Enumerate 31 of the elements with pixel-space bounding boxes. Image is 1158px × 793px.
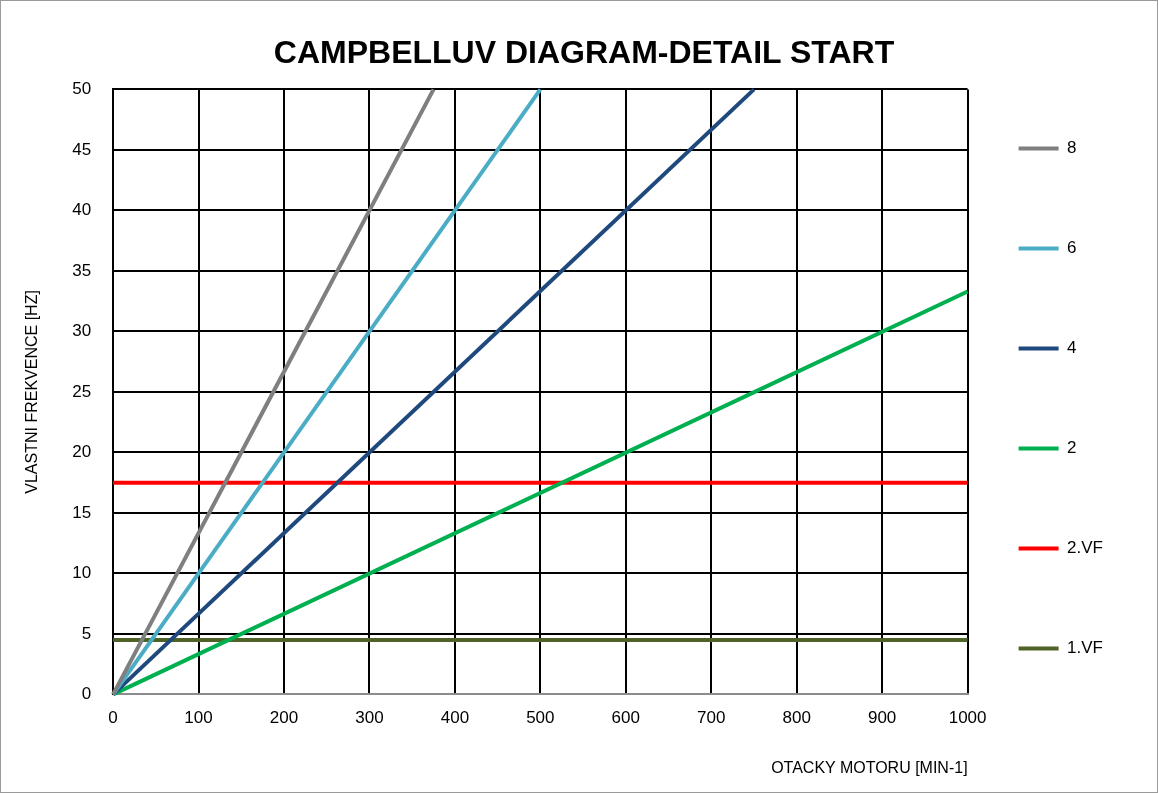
x-tick-label: 900: [867, 708, 897, 728]
legend-label: 8: [1067, 138, 1077, 158]
y-tick-label: 25: [72, 381, 92, 401]
y-tick-label: 10: [72, 563, 92, 583]
chart-title: CAMPBELLUV DIAGRAM-DETAIL START: [273, 34, 895, 71]
y-axis-title: VLASTNI FREKVENCE [HZ]: [23, 290, 41, 494]
x-tick-label: 600: [611, 708, 640, 728]
y-tick-label: 30: [72, 321, 92, 341]
x-tick-label: 100: [184, 708, 213, 728]
legend-label: 2.VF: [1067, 538, 1104, 558]
y-tick-label: 0: [81, 684, 92, 704]
x-tick-label: 300: [355, 708, 384, 728]
x-tick-label: 200: [269, 708, 299, 728]
x-axis-title: OTACKY MOTORU [MIN-1]: [771, 758, 968, 776]
x-tick-label: 400: [440, 708, 470, 728]
legend-label: 1.VF: [1067, 638, 1104, 658]
x-tick-label: 800: [782, 708, 811, 728]
legend-label: 6: [1067, 238, 1077, 258]
x-tick-label: 500: [526, 708, 555, 728]
y-tick-label: 40: [72, 200, 92, 220]
x-tick-label: 700: [697, 708, 726, 728]
y-tick-label: 5: [81, 623, 92, 643]
legend-label: 4: [1067, 338, 1077, 358]
legend-label: 2: [1067, 438, 1077, 458]
y-tick-label: 35: [72, 260, 92, 280]
y-tick-label: 15: [72, 502, 92, 522]
y-tick-label: 45: [72, 139, 92, 159]
y-tick-label: 50: [72, 79, 92, 99]
x-tick-label: 0: [108, 708, 118, 728]
y-tick-label: 20: [72, 442, 92, 462]
x-tick-label: 1000: [948, 708, 987, 728]
